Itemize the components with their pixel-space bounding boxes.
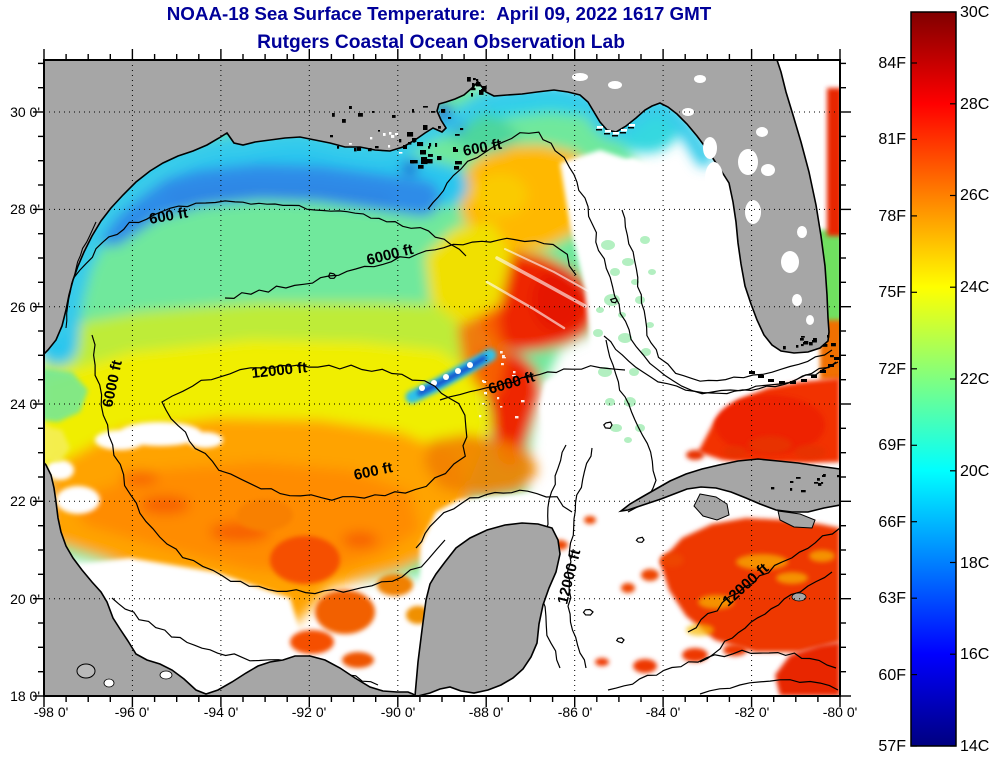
svg-text:18 0': 18 0' — [10, 688, 40, 704]
svg-text:-86 0': -86 0' — [558, 704, 593, 720]
svg-text:78F: 78F — [878, 208, 906, 225]
svg-text:63F: 63F — [878, 590, 906, 607]
svg-text:28 0': 28 0' — [10, 201, 40, 217]
svg-text:12000 ft: 12000 ft — [251, 359, 308, 382]
svg-text:-80 0': -80 0' — [823, 704, 858, 720]
svg-text:72F: 72F — [878, 361, 906, 378]
svg-text:22C: 22C — [960, 371, 989, 388]
svg-text:-92 0': -92 0' — [292, 704, 327, 720]
svg-text:18C: 18C — [960, 555, 989, 572]
svg-text:NOAA-18 Sea Surface Temperatur: NOAA-18 Sea Surface Temperature: April 0… — [167, 3, 712, 24]
svg-text:60F: 60F — [878, 667, 906, 684]
svg-text:20C: 20C — [960, 463, 989, 480]
svg-text:-84 0': -84 0' — [646, 704, 681, 720]
svg-text:66F: 66F — [878, 514, 906, 531]
svg-text:69F: 69F — [878, 437, 906, 454]
svg-text:81F: 81F — [878, 131, 906, 148]
svg-text:600 ft: 600 ft — [148, 204, 190, 228]
svg-text:-90 0': -90 0' — [381, 704, 416, 720]
svg-text:-96 0': -96 0' — [115, 704, 150, 720]
svg-text:-88 0': -88 0' — [469, 704, 504, 720]
svg-text:20 0': 20 0' — [10, 591, 40, 607]
svg-text:30C: 30C — [960, 4, 989, 21]
svg-text:24 0': 24 0' — [10, 396, 40, 412]
svg-text:84F: 84F — [878, 55, 906, 72]
svg-text:14C: 14C — [960, 738, 989, 755]
svg-text:Rutgers Coastal Ocean Observat: Rutgers Coastal Ocean Observation Lab — [257, 32, 625, 53]
svg-text:26C: 26C — [960, 187, 989, 204]
svg-text:16C: 16C — [960, 646, 989, 663]
svg-text:-82 0': -82 0' — [735, 704, 770, 720]
svg-text:24C: 24C — [960, 279, 989, 296]
svg-text:30 0': 30 0' — [10, 104, 40, 120]
svg-text:22 0': 22 0' — [10, 493, 40, 509]
svg-text:28C: 28C — [960, 96, 989, 113]
svg-text:-98 0': -98 0' — [34, 704, 69, 720]
svg-text:57F: 57F — [878, 738, 906, 755]
svg-text:75F: 75F — [878, 284, 906, 301]
svg-text:-94 0': -94 0' — [204, 704, 239, 720]
svg-text:26 0': 26 0' — [10, 299, 40, 315]
